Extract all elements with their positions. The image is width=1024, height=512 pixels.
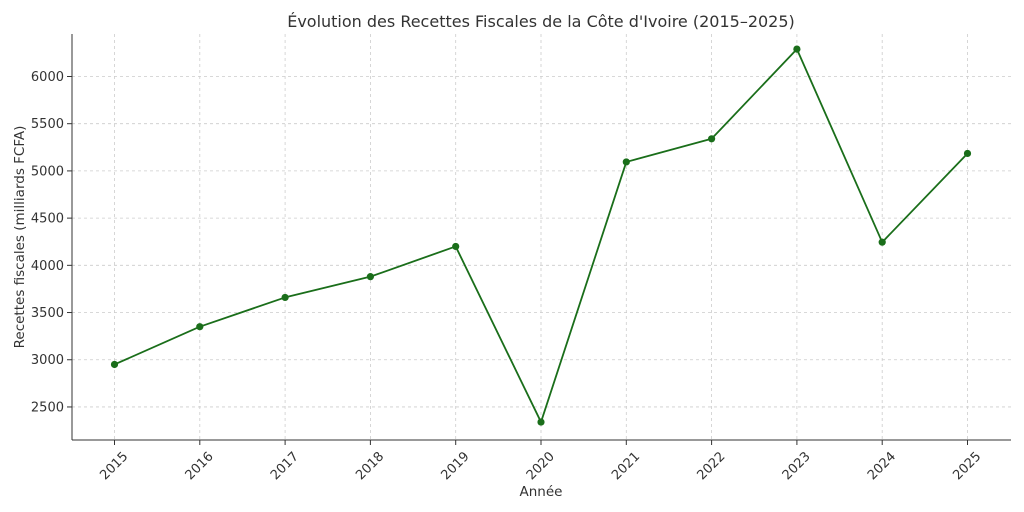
data-point [963,149,972,158]
data-point [793,45,801,53]
data-point [281,293,289,302]
data-point [878,238,886,246]
x-tick-label: 2025 [950,449,984,483]
y-tick-label: 5500 [31,117,64,132]
y-axis-label: Recettes fiscales (milliards FCFA) [12,126,28,349]
y-axis-ticks: 2500 3000 3500 4000 4500 5000 5500 6000 [31,70,72,415]
y-tick-label: 5000 [31,164,64,179]
x-tick-label: 2022 [694,449,728,483]
y-tick-label: 4500 [31,212,64,227]
x-tick-label: 2015 [97,449,131,483]
y-tick-label: 3500 [31,306,64,321]
x-tick-label: 2019 [439,449,473,483]
data-point [452,242,460,251]
x-tick-label: 2021 [609,449,643,483]
x-axis-label: Année [520,484,563,500]
data-point [196,323,204,331]
x-tick-label: 2020 [524,449,558,483]
data-point [622,158,630,166]
x-tick-label: 2023 [780,449,814,483]
data-point [366,273,374,281]
data-point [537,418,545,426]
chart-title: Évolution des Recettes Fiscales de la Cô… [287,12,795,31]
x-tick-label: 2017 [268,449,302,483]
y-tick-label: 6000 [31,70,64,85]
x-tick-label: 2016 [183,449,217,483]
y-tick-label: 3000 [31,353,64,368]
x-axis-ticks: 2015 2016 2017 2018 2019 2020 2021 2022 2023 2024… [97,440,984,483]
axes [71,34,1011,441]
data-point [708,135,716,143]
grid [72,34,1011,440]
y-tick-label: 2500 [31,400,64,415]
x-tick-label: 2018 [353,449,387,483]
y-tick-label: 4000 [31,259,64,274]
data-point [110,360,119,369]
x-tick-label: 2024 [865,449,899,483]
series [110,45,972,426]
